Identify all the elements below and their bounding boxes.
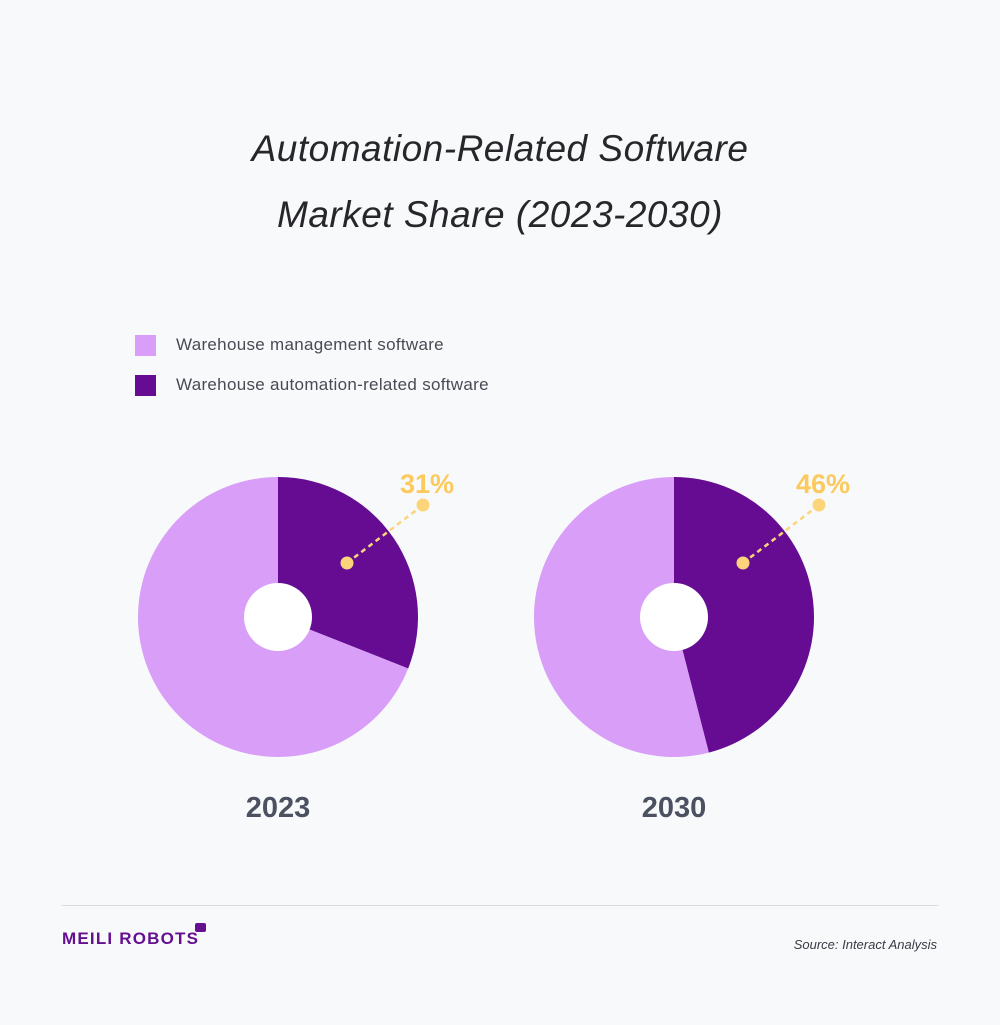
data-label-2023: 31% bbox=[400, 469, 454, 499]
annotation-dot-inner-2030 bbox=[736, 556, 750, 570]
footer-divider bbox=[62, 905, 938, 906]
annotation-dot-inner-2023 bbox=[340, 556, 354, 570]
year-label-2030: 2030 bbox=[642, 792, 707, 824]
pie-slice-2030-0 bbox=[674, 477, 814, 753]
legend-item-warehouse-management: Warehouse management software bbox=[135, 334, 444, 356]
chart-title-line-1: Automation-Related Software bbox=[251, 128, 749, 169]
annotation-dot-outer-2030 bbox=[812, 498, 826, 512]
legend-swatch-warehouse-automation bbox=[135, 374, 156, 396]
pie-charts: 31% 2023 46% 2030 bbox=[137, 469, 850, 824]
pie-slice-2030-1 bbox=[533, 476, 709, 758]
legend-swatch-warehouse-management bbox=[135, 334, 156, 356]
annotation-leader-2030 bbox=[742, 504, 820, 564]
meili-robots-logo: MEILI ROBOTS bbox=[62, 929, 200, 948]
donut-hole-2030 bbox=[640, 583, 708, 651]
legend-item-warehouse-automation: Warehouse automation-related software bbox=[135, 374, 489, 396]
pie-slice-2023-0 bbox=[278, 477, 418, 669]
legend-label-warehouse-management: Warehouse management software bbox=[176, 335, 444, 354]
data-label-2030: 46% bbox=[796, 469, 850, 499]
annotation-dot-outer-2023 bbox=[416, 498, 430, 512]
source-note: Source: Interact Analysis bbox=[793, 937, 937, 952]
chart-title-line-2: Market Share (2023-2030) bbox=[277, 194, 723, 235]
donut-hole-2023 bbox=[244, 583, 312, 651]
logo-mark-icon bbox=[195, 923, 206, 932]
year-label-2023: 2023 bbox=[246, 792, 311, 824]
annotation-leader-2023 bbox=[346, 504, 424, 564]
legend-label-warehouse-automation: Warehouse automation-related software bbox=[176, 375, 489, 394]
